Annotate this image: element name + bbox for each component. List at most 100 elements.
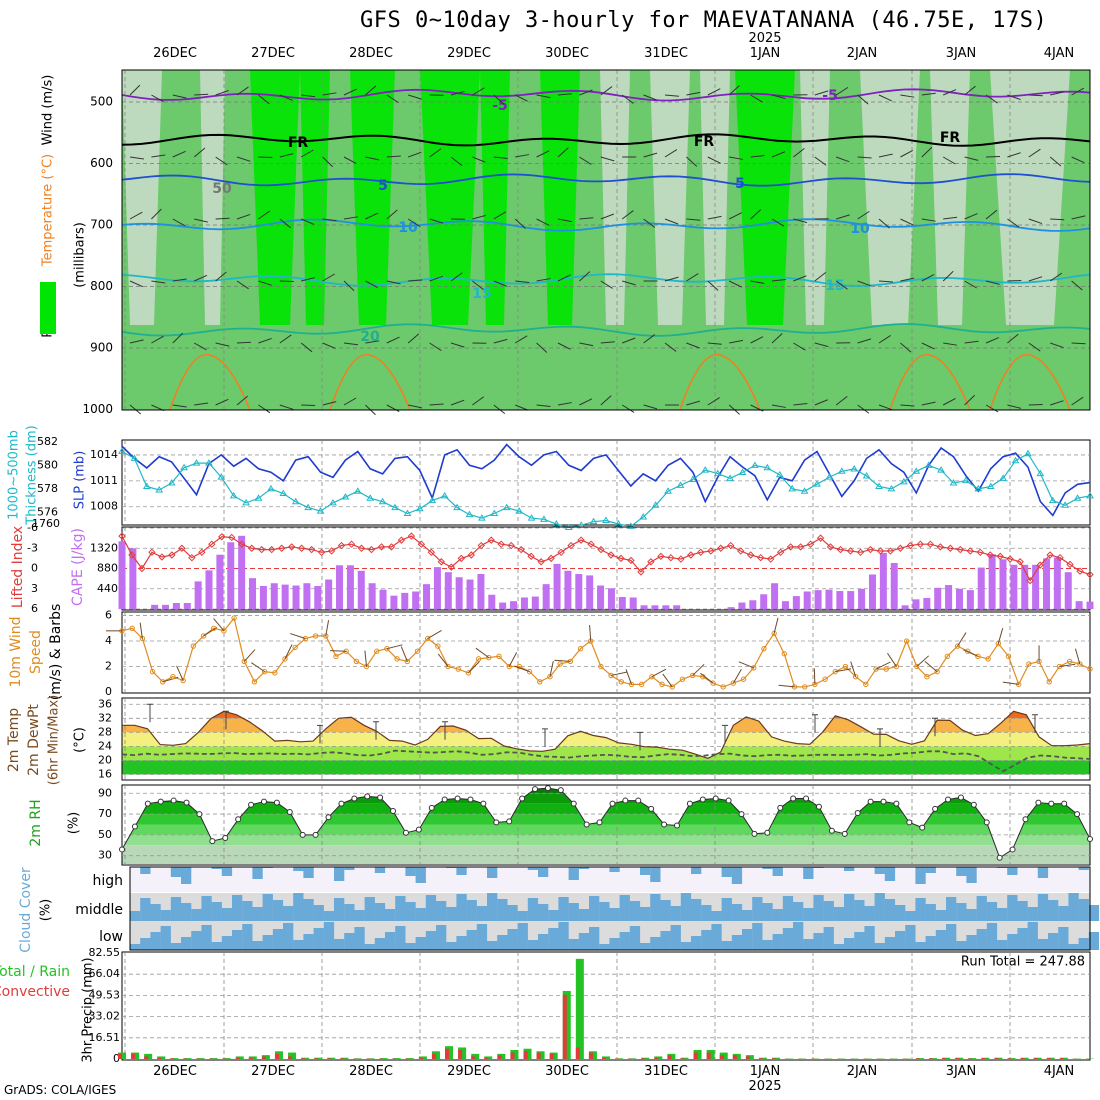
rh-marker: [260, 798, 267, 805]
upper-wind-barb: [921, 92, 936, 96]
lifted-index-marker: [986, 551, 994, 559]
low-cloud-bar: [558, 922, 569, 950]
middle-cloud-bar: [538, 904, 549, 921]
upper-wind-barb: [301, 277, 315, 282]
low-cloud-bar: [232, 930, 243, 950]
thickness-marker: [899, 477, 908, 485]
lifted-index-marker: [816, 534, 825, 542]
precip-convective-bar: [445, 1048, 450, 1059]
surface-wind-barb: [284, 644, 293, 660]
wind-speed-marker: [384, 645, 390, 652]
upper-wind-barb: [750, 209, 762, 220]
upper-wind-barb: [557, 402, 572, 406]
low-cloud-bar: [221, 936, 233, 950]
high-cloud-bar: [293, 867, 304, 871]
precip-convective-bar: [261, 1056, 266, 1059]
cape-bar: [477, 574, 485, 609]
upper-wind-barb: [1028, 94, 1043, 97]
lifted-index-marker: [627, 556, 635, 565]
high-cloud-bar: [344, 867, 355, 870]
low-cloud-bar: [160, 926, 171, 950]
low-cloud-bar: [772, 934, 783, 950]
thickness-marker: [850, 464, 859, 472]
cape-bar: [912, 599, 920, 609]
surface-wind-barb: [835, 668, 852, 673]
dewpt-axis-label: 2m DewPt: [26, 704, 42, 776]
upper-wind-barb: [151, 208, 162, 220]
precip-convective-bar: [641, 1058, 646, 1059]
upper-wind-barb: [771, 94, 786, 100]
precip-convective-bar: [274, 1053, 279, 1059]
thickness-marker: [614, 520, 623, 527]
lifted-index-marker: [746, 551, 755, 559]
lifted-index-marker: [577, 536, 585, 544]
precip-convective-bar: [706, 1052, 711, 1059]
lifted-index-marker: [327, 547, 336, 555]
upper-wind-barb: [921, 146, 933, 158]
upper-wind-barb: [964, 340, 979, 344]
lifted-index-marker: [437, 558, 446, 566]
upper-wind-barb: [771, 404, 786, 408]
upper-wind-barb: [472, 87, 485, 96]
pressure-tick-label: 700: [90, 218, 113, 232]
surface-wind-barb: [139, 622, 143, 639]
wind-speed-marker: [852, 674, 859, 680]
lifted-index-marker: [397, 536, 406, 544]
minmax-whisker: [147, 703, 153, 723]
lifted-index-marker: [248, 544, 256, 552]
upper-wind-barb: [1007, 333, 1019, 344]
wind-speed-marker: [761, 645, 767, 652]
lifted-index-marker: [687, 551, 695, 559]
thickness-marker: [626, 522, 635, 529]
wind-speed-marker: [720, 684, 726, 690]
low-cloud-bar: [660, 931, 671, 950]
thickness-marker: [465, 510, 474, 518]
middle-cloud-bar: [619, 895, 630, 921]
upper-wind-barb: [793, 147, 805, 158]
wind-speed-marker: [496, 653, 502, 660]
high-cloud-bar: [884, 867, 896, 881]
lifted-index-marker: [407, 532, 416, 540]
upper-wind-barb: [1071, 156, 1085, 164]
high-cloud-bar: [456, 867, 467, 875]
wind-axis-label-a: 10m Wind: [8, 616, 24, 687]
low-cloud-bar: [629, 926, 641, 950]
upper-wind-barb: [365, 280, 378, 289]
time-axes: 26DEC 26DEC 27DEC 27DEC 28DEC 28DEC 29DEC 29DEC…: [153, 31, 1074, 1094]
middle-cloud-bar: [252, 907, 263, 921]
upper-wind-barb: [579, 217, 594, 220]
upper-wind-barb: [450, 156, 463, 167]
upper-wind-barb: [686, 342, 700, 349]
thickness-marker: [713, 469, 722, 477]
wind-speed-marker: [659, 681, 665, 688]
high-cloud-bar: [1078, 867, 1089, 870]
rh-marker: [493, 819, 500, 826]
rh-marker: [454, 795, 461, 802]
upper-wind-barb: [1071, 87, 1085, 96]
upper-wind-barb: [450, 90, 465, 96]
precip-convective-bar: [732, 1055, 737, 1059]
upper-wind-barb: [728, 280, 743, 288]
upper-wind-barb: [643, 334, 656, 344]
precip-convective-bar: [602, 1057, 606, 1059]
upper-wind-barb: [622, 280, 636, 286]
lifted-index-marker: [547, 554, 555, 563]
precip-convective-bar: [418, 1057, 423, 1059]
high-cloud-bar: [762, 867, 773, 869]
wind-speed-marker: [486, 654, 492, 661]
cape-bar: [162, 604, 170, 609]
rh-marker: [725, 797, 732, 804]
low-cloud-bar: [1017, 928, 1028, 950]
middle-cloud-bar: [334, 898, 345, 921]
upper-wind-barb: [557, 274, 571, 282]
upper-wind-barb: [836, 214, 850, 220]
low-cloud-bar: [130, 944, 141, 950]
cape-axis-label: CAPE (J/kg): [70, 528, 86, 606]
upper-wind-barb: [172, 150, 186, 158]
upper-wind-barb: [365, 156, 380, 161]
lifted-index-marker: [826, 543, 835, 551]
lifted-index-marker: [188, 553, 196, 562]
upper-wind-barb: [215, 217, 230, 220]
thickness-marker: [515, 507, 524, 514]
